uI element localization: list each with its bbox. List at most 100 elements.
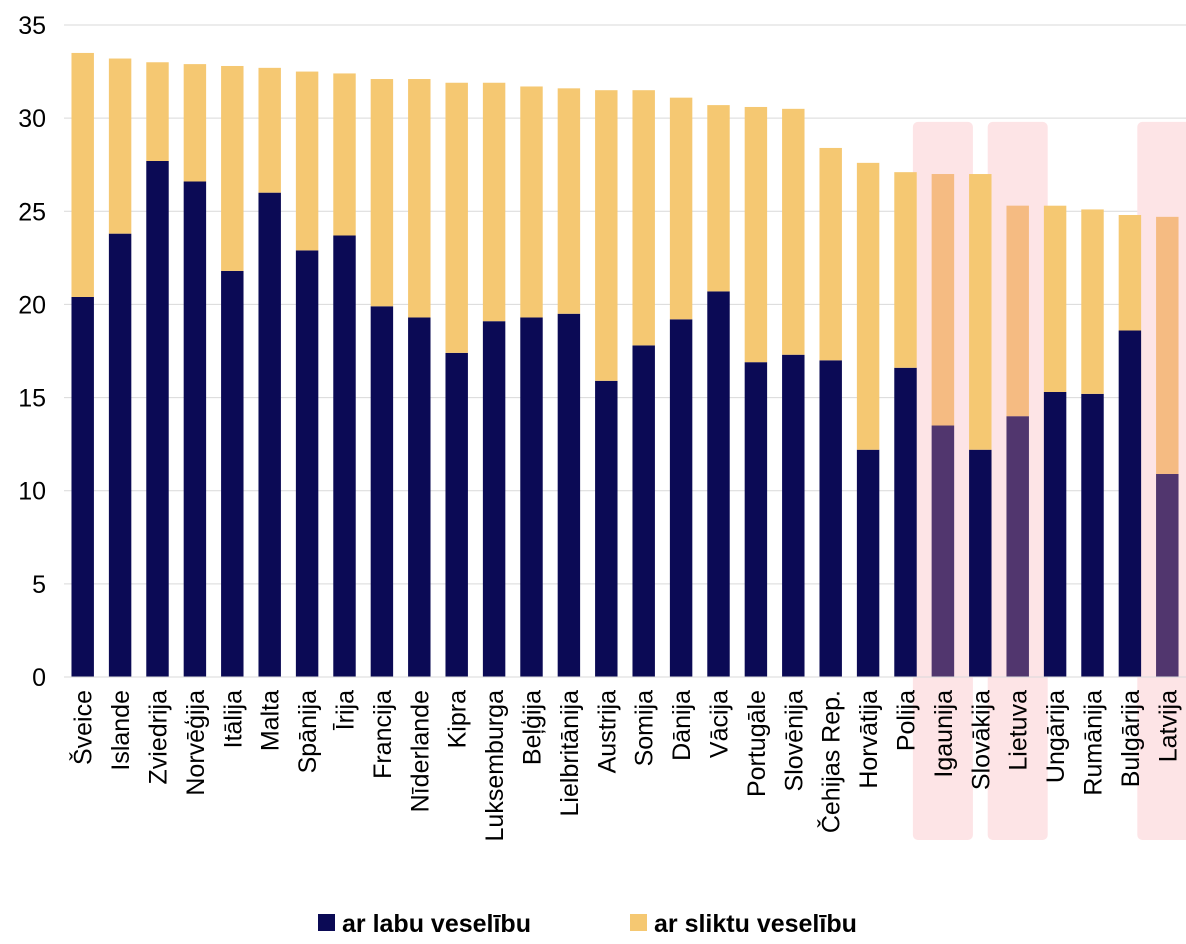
x-tick-label: Īrija [332, 690, 360, 730]
x-tick-label: Francija [369, 690, 397, 779]
x-tick-label: Vācija [706, 690, 734, 758]
y-axis: 0 5 10 15 20 25 30 35 [18, 12, 46, 692]
bar-segment [969, 174, 992, 450]
y-tick-label: 10 [18, 478, 46, 506]
y-tick-label: 15 [18, 385, 46, 413]
bar-segment [482, 321, 506, 677]
x-tick-label: Rumānija [1080, 690, 1108, 796]
bar-segment [108, 233, 132, 677]
bar-segment [632, 345, 655, 677]
x-tick-label: Beļģija [519, 690, 547, 765]
bar-segment [632, 90, 655, 346]
bar-segment [370, 306, 394, 677]
x-tick-label: Kipra [444, 690, 472, 748]
x-tick-label: Ungārija [1042, 690, 1070, 783]
x-tick-label: Norvēģija [182, 690, 210, 796]
bar-segment [1043, 391, 1067, 677]
bar-segment [669, 97, 693, 320]
bar-segment [819, 147, 842, 361]
x-tick-label: Čehijas Rep. [817, 690, 846, 833]
x-tick-label: Malta [257, 690, 285, 751]
bar-segment [744, 106, 768, 363]
x-tick-label: Lietuva [1005, 690, 1033, 771]
bar-segment [894, 367, 917, 677]
bar-segment [258, 67, 281, 193]
x-tick-label: Lielbritānija [556, 690, 584, 817]
bar-segment [782, 354, 805, 677]
bar-segment [221, 65, 244, 271]
bar-segment [1118, 330, 1142, 677]
bar-segment [931, 174, 955, 426]
bar-segment [595, 380, 618, 677]
x-tick-label: Somija [631, 690, 659, 767]
bar-segment [1043, 205, 1067, 392]
y-tick-label: 0 [32, 664, 46, 692]
legend-swatch-poor-health [630, 914, 647, 931]
bar-segment [856, 162, 880, 450]
x-tick-label: Portugāle [743, 690, 771, 797]
bar-segment [1156, 216, 1179, 474]
bar-segment [1006, 416, 1029, 677]
bar-segment [445, 352, 468, 677]
bar-segment [856, 449, 880, 677]
y-tick-label: 30 [18, 105, 46, 133]
x-tick-label: Slovākija [967, 690, 995, 790]
bar-segment [108, 58, 132, 234]
x-tick-label: Luksemburga [481, 690, 509, 842]
highlight-overlay [1156, 216, 1179, 474]
x-tick-label: Horvātija [855, 690, 883, 789]
bar-segment [146, 160, 169, 677]
bar-segment [408, 317, 431, 677]
highlight-overlays [931, 174, 1179, 677]
bar-segment [183, 64, 207, 182]
bar-segment [707, 105, 730, 292]
x-tick-label: Nīderlande [406, 690, 434, 812]
bar-segment [595, 90, 618, 381]
bar-segment [482, 82, 506, 322]
x-tick-label: Spānija [294, 690, 322, 773]
bar-segment [744, 362, 768, 677]
bars [71, 52, 1179, 678]
y-tick-label: 5 [32, 571, 46, 599]
bar-segment [1081, 209, 1104, 394]
bar-segment [370, 79, 394, 307]
bar-segment [408, 79, 431, 318]
x-tick-label: Bulgārija [1117, 690, 1145, 787]
bar-segment [520, 317, 543, 677]
bar-segment [1006, 205, 1029, 417]
bar-segment [520, 86, 543, 318]
bar-segment [1156, 473, 1179, 677]
legend-label-poor-health: ar sliktu veselību [654, 910, 857, 938]
highlight-overlay [1006, 416, 1029, 677]
bar-segment [71, 296, 94, 677]
gridlines [64, 24, 1186, 585]
bar-segment [333, 235, 356, 677]
legend-label-good-health: ar labu veselību [342, 910, 531, 938]
bar-segment [931, 425, 955, 677]
bar-segment [969, 449, 992, 677]
x-tick-label: Itālija [219, 690, 247, 748]
y-tick-label: 25 [18, 198, 46, 226]
bar-segment [71, 52, 94, 297]
legend: ar labu veselību ar sliktu veselību [318, 910, 857, 938]
x-tick-label: Polija [893, 690, 921, 751]
highlight-overlay [931, 425, 955, 677]
bar-segment [557, 313, 581, 677]
bar-segment [1081, 393, 1104, 677]
highlight-overlay [931, 174, 955, 426]
x-tick-label: Šveice [69, 690, 98, 765]
legend-swatch-good-health [318, 914, 335, 931]
x-tick-label: Latvija [1154, 690, 1182, 762]
x-tick-label: Dānija [668, 690, 696, 761]
x-tick-label: Islande [107, 690, 135, 771]
bar-segment [669, 319, 693, 677]
y-tick-label: 20 [18, 291, 46, 319]
x-tick-label: Slovēnija [780, 690, 808, 792]
x-tick-label: Zviedrija [145, 690, 173, 785]
x-axis: Šveice Islande Zviedrija Norvēģija Itālija Ma… [64, 676, 1186, 842]
bar-segment [445, 82, 468, 353]
bar-segment [295, 250, 319, 678]
bar-segment [333, 73, 356, 236]
bar-segment [221, 270, 244, 677]
bar-segment [557, 88, 581, 314]
